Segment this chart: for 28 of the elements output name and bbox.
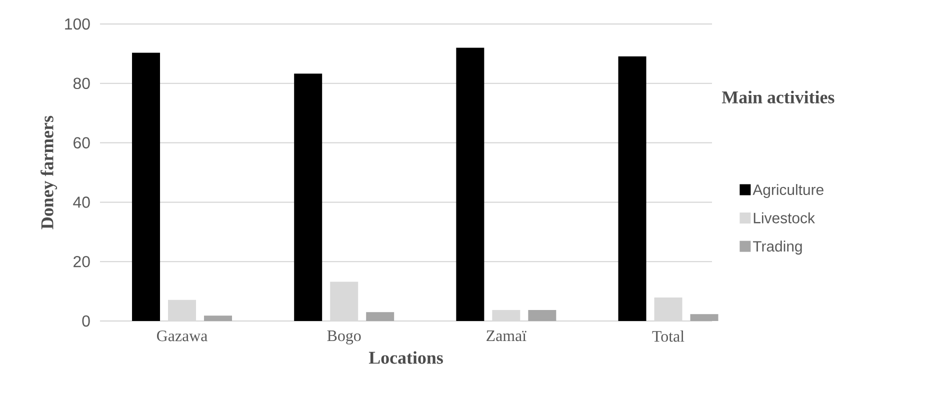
y-tick-label: 100 bbox=[65, 18, 90, 30]
bar bbox=[654, 298, 682, 321]
x-tick-label: Zamaï bbox=[486, 330, 526, 342]
bar bbox=[204, 316, 232, 321]
bar bbox=[618, 56, 646, 321]
y-tick-label: 60 bbox=[74, 137, 90, 148]
x-tick-label: Gazawa bbox=[157, 330, 208, 342]
y-tick-label: 20 bbox=[74, 256, 90, 268]
bar bbox=[294, 74, 322, 321]
legend-label: Agriculture bbox=[752, 184, 824, 198]
y-axis-title: Doney farmers bbox=[40, 116, 58, 230]
legend-label: Livestock bbox=[754, 212, 815, 224]
bar bbox=[330, 282, 358, 321]
legend-label: Trading bbox=[753, 240, 802, 255]
bar bbox=[528, 310, 556, 321]
x-axis-title: Locations bbox=[368, 351, 443, 364]
y-tick-label: 80 bbox=[73, 78, 90, 90]
y-tick-label: 0 bbox=[82, 315, 90, 327]
legend-title: Main activities bbox=[722, 90, 834, 104]
bar bbox=[492, 310, 520, 321]
bar bbox=[132, 52, 160, 321]
bar bbox=[168, 300, 196, 321]
x-tick-label: Bogo bbox=[327, 330, 361, 344]
y-tick-label: 40 bbox=[73, 196, 90, 208]
bar bbox=[690, 314, 718, 321]
x-tick-label: Total bbox=[652, 330, 684, 342]
bar bbox=[366, 312, 394, 321]
bar bbox=[456, 48, 484, 321]
